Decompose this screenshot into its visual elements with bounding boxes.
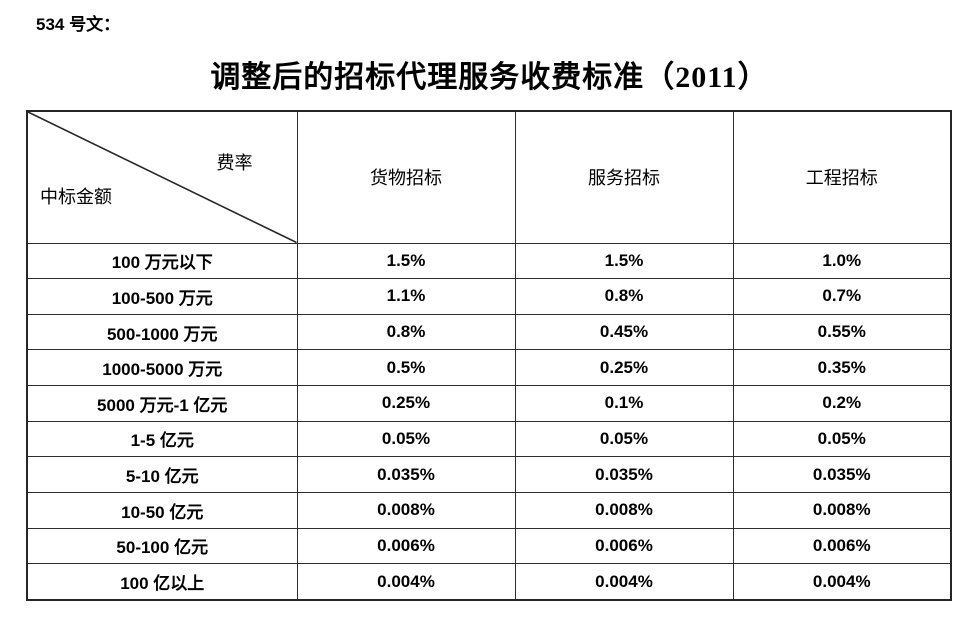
rate-cell-service: 0.1% [514, 385, 734, 422]
rate-cell-goods: 0.008% [296, 491, 516, 529]
rate-cell-goods: 0.25% [296, 385, 516, 422]
table-row: 5-10 亿元 0.035% 0.035% 0.035% [26, 456, 952, 493]
rate-cell-engineering: 0.2% [732, 385, 952, 422]
table-row: 1-5 亿元 0.05% 0.05% 0.05% [26, 420, 952, 458]
rate-cell-engineering: 0.55% [732, 313, 952, 351]
table-row: 100 万元以下 1.5% 1.5% 1.0% [26, 242, 952, 280]
page-title: 调整后的招标代理服务收费标准（2011） [210, 61, 769, 94]
table-row: 10-50 亿元 0.008% 0.008% 0.008% [26, 491, 952, 529]
rate-cell-engineering: 0.05% [732, 420, 952, 458]
rate-cell-service: 0.004% [514, 563, 734, 601]
table-row: 1000-5000 万元 0.5% 0.25% 0.35% [26, 349, 952, 386]
column-header-engineering-bidding: 工程招标 [732, 110, 952, 244]
table-row: 100-500 万元 1.1% 0.8% 0.7% [26, 278, 952, 315]
amount-cell: 100-500 万元 [26, 278, 298, 315]
rate-cell-goods: 0.004% [296, 563, 516, 601]
fee-table: 费率 中标金额 货物招标 服务招标 工程招标 100 万元以下 1.5% 1.5… [26, 110, 952, 601]
rate-cell-goods: 0.05% [296, 420, 516, 458]
amount-cell: 1-5 亿元 [26, 420, 298, 458]
table-row: 100 亿以上 0.004% 0.004% 0.004% [26, 563, 952, 601]
rate-cell-engineering: 0.004% [732, 563, 952, 601]
rate-cell-engineering: 0.006% [732, 527, 952, 565]
corner-header-cell: 费率 中标金额 [26, 110, 298, 244]
rate-cell-service: 0.006% [514, 527, 734, 565]
rate-cell-service: 0.05% [514, 420, 734, 458]
header-row: 费率 中标金额 货物招标 服务招标 工程招标 [26, 110, 952, 244]
rate-cell-engineering: 0.35% [732, 349, 952, 386]
rate-cell-service: 1.5% [514, 242, 734, 280]
amount-cell: 10-50 亿元 [26, 491, 298, 529]
column-header-service-bidding: 服务招标 [514, 110, 734, 244]
amount-cell: 1000-5000 万元 [26, 349, 298, 386]
doc-number-label: 534 号文： [36, 15, 121, 34]
rate-cell-service: 0.8% [514, 278, 734, 315]
table-row: 50-100 亿元 0.006% 0.006% 0.006% [26, 527, 952, 565]
amount-cell: 100 亿以上 [26, 563, 298, 601]
amount-cell: 500-1000 万元 [26, 313, 298, 351]
rate-cell-engineering: 0.008% [732, 491, 952, 529]
amount-cell: 50-100 亿元 [26, 527, 298, 565]
amount-cell: 5000 万元-1 亿元 [26, 385, 298, 422]
rate-cell-service: 0.008% [514, 491, 734, 529]
rate-cell-goods: 0.5% [296, 349, 516, 386]
amount-cell: 5-10 亿元 [26, 456, 298, 493]
diagonal-divider-line [28, 112, 297, 243]
corner-label-rate: 费率 [216, 153, 253, 173]
rate-cell-goods: 0.006% [296, 527, 516, 565]
rate-cell-service: 0.45% [514, 313, 734, 351]
rate-cell-service: 0.035% [514, 456, 734, 493]
rate-cell-goods: 1.5% [296, 242, 516, 280]
amount-cell: 100 万元以下 [26, 242, 298, 280]
rate-cell-goods: 1.1% [296, 278, 516, 315]
table-row: 5000 万元-1 亿元 0.25% 0.1% 0.2% [26, 385, 952, 422]
corner-label-amount: 中标金额 [40, 187, 112, 207]
rate-cell-service: 0.25% [514, 349, 734, 386]
rate-cell-goods: 0.8% [296, 313, 516, 351]
rate-cell-goods: 0.035% [296, 456, 516, 493]
rate-cell-engineering: 0.7% [732, 278, 952, 315]
rate-cell-engineering: 0.035% [732, 456, 952, 493]
table-row: 500-1000 万元 0.8% 0.45% 0.55% [26, 313, 952, 351]
column-header-goods-bidding: 货物招标 [296, 110, 516, 244]
rate-cell-engineering: 1.0% [732, 242, 952, 280]
